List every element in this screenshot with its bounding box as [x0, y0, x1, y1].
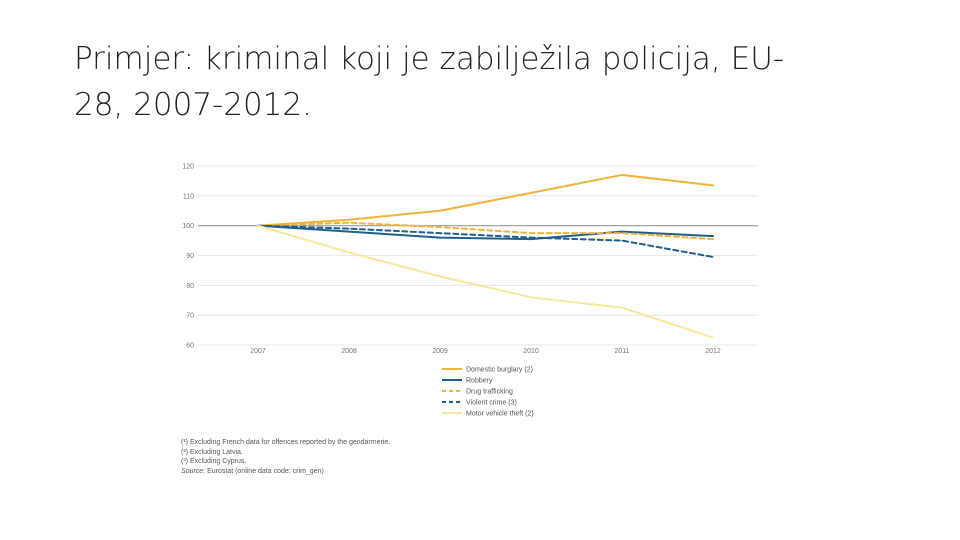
data-point-s2-2009: [439, 226, 441, 228]
data-point-s1-2012: [712, 235, 714, 237]
data-point-s1-2011: [621, 231, 623, 233]
y-tick-label-60: 60: [186, 343, 194, 350]
data-point-s2-2008: [348, 222, 350, 224]
chart-footnotes: (¹) Excluding French data for offences r…: [181, 438, 601, 476]
legend-label-2: Drug trafficking: [466, 389, 513, 396]
data-point-s3-2012: [712, 256, 714, 258]
data-point-s3-2008: [348, 228, 350, 230]
legend-label-0: Domestic burglary (2): [466, 367, 533, 374]
x-tick-label-2010: 2010: [523, 348, 539, 355]
data-point-s2-2010: [530, 232, 532, 234]
x-tick-label-2009: 2009: [432, 348, 448, 355]
data-point-s0-2012: [712, 184, 714, 186]
x-tick-label-2007: 2007: [250, 348, 266, 355]
series-line-1: [257, 224, 714, 241]
footnote-3: (³) Excluding Cyprus.: [181, 458, 247, 465]
chart-gridlines: [198, 165, 758, 346]
series-line-0: [257, 173, 714, 227]
data-point-s1-2010: [530, 238, 532, 240]
footnote-source: Source: Eurostat (online data code: crim…: [181, 467, 601, 477]
legend-label-3: Violent crime (3): [466, 400, 517, 407]
legend-label-4: Motor vehicle theft (2): [466, 411, 534, 418]
data-point-s4-2007: [257, 225, 259, 227]
data-point-s1-2008: [348, 231, 350, 233]
slide-title-line-2: 28, 2007-2012.: [74, 87, 312, 123]
chart-series-lines: [257, 173, 714, 339]
legend-label-1: Robbery: [466, 378, 493, 385]
data-point-s2-2012: [712, 238, 714, 240]
data-point-s1-2009: [439, 237, 441, 239]
data-point-s4-2012: [712, 336, 714, 339]
data-point-s4-2010: [530, 296, 532, 298]
data-point-s3-2010: [530, 237, 532, 239]
footnote-2: (²) Excluding Latvia.: [181, 448, 243, 456]
footnote-1: (¹) Excluding French data for offences r…: [181, 439, 391, 446]
slide-title: Primjer: kriminal koji je zabilježila po…: [74, 36, 894, 128]
x-tick-label-2011: 2011: [614, 348, 629, 355]
source-text: Eurostat (online data code: crim_gen): [205, 467, 324, 475]
series-line-2: [257, 221, 714, 241]
series-line-3: [257, 224, 714, 258]
y-tick-label-120: 120: [182, 164, 194, 171]
chart-y-axis-labels: 120 110 100 90 80 70 60: [182, 164, 194, 350]
series-line-4: [257, 224, 714, 339]
chart-legend: Domestic burglary (2) Robbery Drug traffic…: [442, 367, 534, 418]
data-point-s3-2009: [439, 232, 441, 234]
x-tick-label-2008: 2008: [341, 348, 357, 355]
x-tick-label-2012: 2012: [705, 348, 721, 355]
source-label: Source:: [181, 467, 206, 475]
y-tick-label-100: 100: [182, 223, 194, 230]
y-tick-label-90: 90: [186, 253, 194, 260]
data-point-s2-2011: [621, 232, 623, 234]
data-point-s0-2011: [621, 174, 623, 176]
y-tick-label-80: 80: [186, 283, 194, 290]
chart-x-axis-labels: 2007 2008 2009 2010 2011 2012: [250, 348, 721, 355]
slide-title-line-1: Primjer: kriminal koji je zabilježila po…: [74, 41, 785, 77]
data-point-s4-2008: [348, 251, 350, 254]
data-point-s3-2011: [621, 239, 623, 242]
y-tick-label-70: 70: [186, 313, 194, 320]
data-point-s4-2011: [621, 307, 623, 309]
data-point-s4-2009: [439, 275, 441, 277]
y-tick-label-110: 110: [183, 193, 194, 200]
data-point-s0-2010: [530, 192, 532, 194]
data-point-s0-2009: [439, 210, 441, 212]
data-point-s0-2008: [348, 219, 350, 221]
